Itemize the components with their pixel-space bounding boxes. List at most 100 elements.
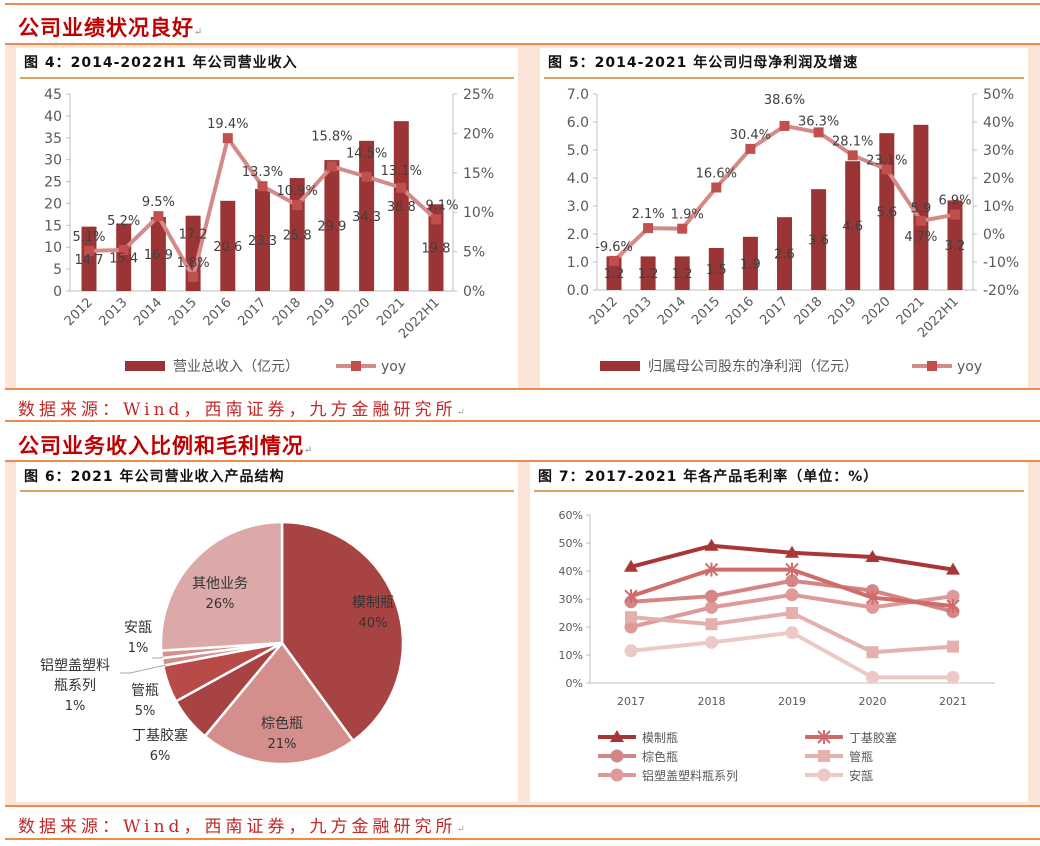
data-point [785, 545, 799, 558]
title-rule [20, 77, 514, 79]
data-point [866, 670, 879, 684]
data-point [705, 589, 718, 603]
y-tick-label: 5 [53, 262, 62, 278]
pie-percent: 1% [65, 699, 86, 714]
yoy-marker [396, 182, 407, 193]
x-tick-label: 2015 [166, 295, 200, 329]
pie-slice [159, 520, 284, 652]
section-heading-revenue-mix: 公司业务收入比例和毛利情况↵ [18, 433, 314, 458]
yoy-value-label: 5.2% [107, 214, 140, 229]
x-tick-label: 2017 [617, 695, 645, 708]
bar-value-label: 16.9 [144, 248, 173, 263]
y-tick-label: 45 [44, 87, 62, 103]
x-tick-label: 2018 [270, 295, 304, 329]
x-tick-label: 2012 [587, 294, 621, 328]
legend-marker [817, 768, 831, 782]
bar-value-label: 1.2 [604, 267, 625, 282]
yoy-marker [118, 245, 129, 256]
yoy-value-label: 16.6% [696, 167, 737, 182]
yoy-marker [950, 209, 960, 220]
legend-marker [610, 730, 624, 742]
pie-slice [280, 520, 405, 743]
yoy-marker [326, 161, 337, 172]
bar [324, 160, 340, 291]
x-tick-label: 2019 [778, 695, 806, 708]
yoy-value-label: 9.5% [142, 195, 175, 210]
x-tick-label: 2019 [826, 294, 860, 328]
yoy-value-label: 2.1% [632, 207, 665, 222]
top-rule [5, 3, 1040, 5]
y2-tick-label: 10% [463, 205, 494, 221]
leader-line [120, 664, 167, 674]
legend-bar-swatch [600, 361, 640, 371]
y-tick-label: 20 [44, 196, 62, 212]
rule [5, 805, 1040, 807]
y2-tick-label: 50% [983, 87, 1014, 103]
bar [811, 189, 827, 290]
y-tick-label: 30% [559, 593, 583, 606]
bar [947, 200, 963, 290]
bar-value-label: 5.6 [876, 206, 897, 221]
y2-tick-label: -10% [983, 255, 1019, 271]
y2-tick-label: 10% [983, 199, 1014, 215]
bar-value-label: 23.3 [248, 234, 277, 249]
yoy-marker [847, 150, 858, 161]
bar-value-label: 25.8 [283, 229, 312, 244]
section-heading-performance: 公司业绩状况良好↵ [18, 15, 204, 40]
x-tick-label: 2013 [621, 294, 655, 328]
yoy-marker [677, 223, 688, 234]
bar [393, 121, 409, 292]
y-tick-label: 2.0 [567, 227, 589, 243]
pie-label: 其他业务 [192, 576, 248, 592]
yoy-marker [711, 182, 722, 193]
y2-tick-label: 20% [463, 126, 494, 142]
y2-tick-label: -20% [983, 283, 1019, 299]
y-tick-label: 15 [44, 218, 62, 234]
title-rule [20, 490, 514, 492]
pie-label: 模制瓶 [352, 595, 394, 611]
legend-label: yoy [957, 359, 982, 375]
yoy-value-label: 30.4% [730, 128, 771, 143]
yoy-marker [915, 215, 926, 226]
bar [742, 236, 758, 290]
y2-tick-label: 5% [463, 245, 485, 261]
data-point [624, 589, 638, 604]
data-point [785, 574, 799, 588]
bar [150, 217, 166, 291]
y-tick-label: 3.0 [567, 199, 589, 215]
y-tick-label: 6.0 [567, 115, 589, 131]
data-source-2: 数据来源：Wind，西南证券，九方金融研究所↵ [18, 817, 469, 837]
rule [5, 420, 1040, 422]
pie-percent: 5% [135, 704, 156, 719]
data-point [705, 618, 718, 631]
data-point [704, 562, 719, 577]
yoy-marker [779, 120, 790, 131]
y-tick-label: 10% [559, 649, 583, 662]
y-tick-label: 0.0 [567, 283, 589, 299]
legend-marker [927, 361, 937, 371]
legend-label: 丁基胶塞 [849, 730, 897, 745]
pie-percent: 6% [150, 749, 171, 764]
bar-value-label: 1.2 [672, 267, 693, 282]
bar-value-label: 29.9 [317, 220, 346, 235]
y-tick-label: 60% [559, 509, 583, 522]
x-tick-label: 2012 [62, 295, 96, 329]
legend-label: 归属母公司股东的净利润（亿元） [648, 358, 858, 375]
figure-7: 图 7：2017-2021 年各产品毛利率（单位：%） [530, 462, 1028, 802]
data-point [786, 607, 798, 619]
title-rule [544, 77, 1024, 79]
yoy-value-label: 4.7% [904, 230, 937, 245]
bar [116, 223, 132, 291]
bar-value-label: 1.5 [706, 263, 727, 278]
pie-percent: 40% [359, 616, 388, 631]
bar [708, 248, 724, 290]
data-point [947, 640, 959, 653]
yoy-value-label: 14.5% [346, 147, 387, 162]
yoy-value-label: 10.9% [277, 184, 318, 199]
bar-value-label: 19.8 [422, 242, 451, 257]
data-point [946, 599, 960, 613]
yoy-marker [881, 164, 892, 175]
data-point [624, 559, 638, 572]
yoy-value-label: 38.6% [764, 93, 805, 108]
bar-value-label: 1.9 [740, 257, 761, 272]
